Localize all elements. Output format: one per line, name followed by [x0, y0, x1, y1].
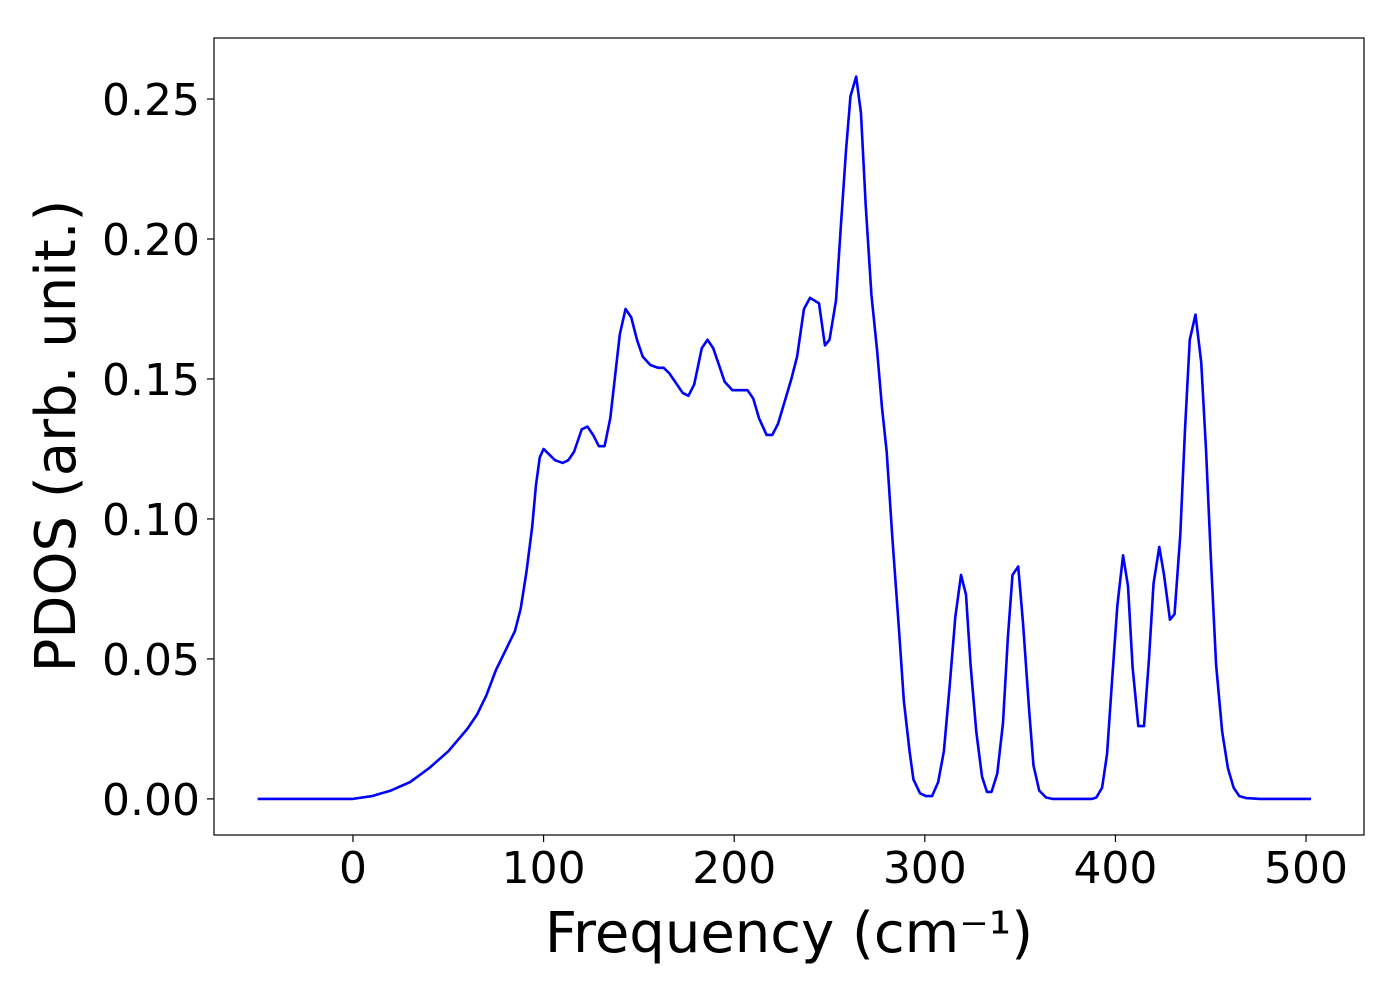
- y-tick-label: 0.25: [102, 75, 200, 126]
- y-tick-label: 0.10: [102, 495, 200, 546]
- x-tick-label: 400: [1073, 843, 1157, 894]
- y-tick-label: 0.05: [102, 635, 200, 686]
- x-tick-label: 200: [692, 843, 776, 894]
- plot-frame: [213, 37, 1365, 836]
- x-tick-label: 500: [1264, 843, 1348, 894]
- x-axis-label: Frequency (cm⁻¹): [545, 901, 1033, 966]
- x-tick-label: 0: [339, 843, 367, 894]
- pdos-line: [257, 75, 1312, 801]
- y-axis-label: PDOS (arb. unit.): [24, 200, 89, 673]
- y-tick-label: 0.00: [102, 775, 200, 826]
- y-tick-label: 0.20: [102, 215, 200, 266]
- y-tick-label: 0.15: [102, 355, 200, 406]
- x-tick-label: 300: [883, 843, 967, 894]
- x-tick-label: 100: [502, 843, 586, 894]
